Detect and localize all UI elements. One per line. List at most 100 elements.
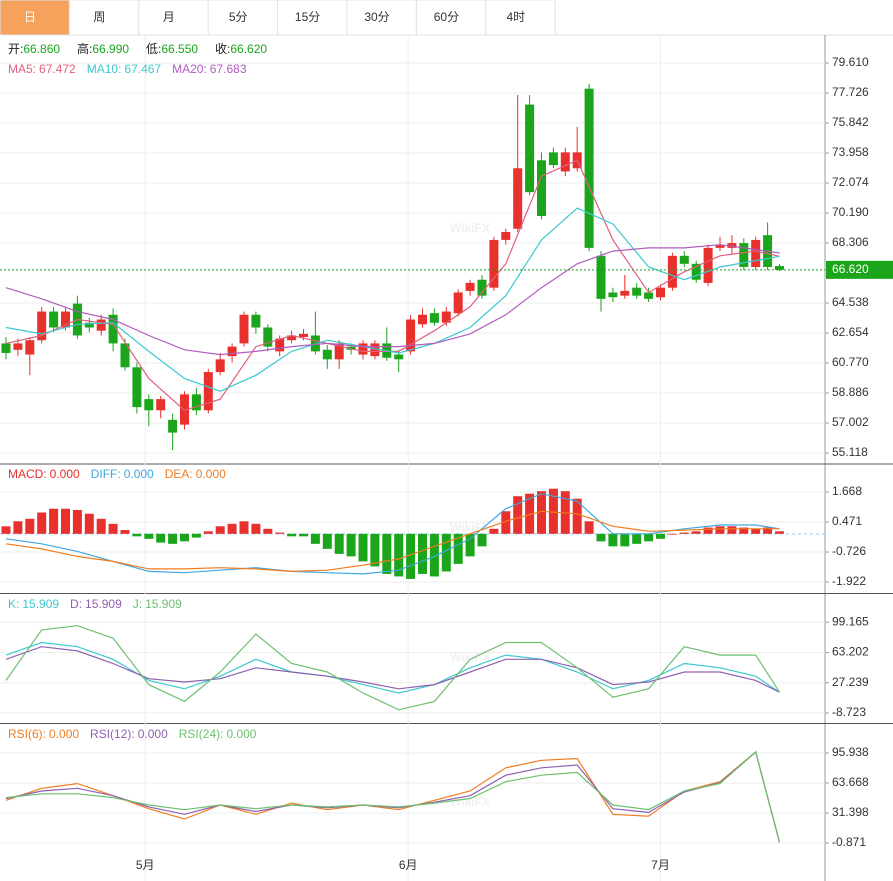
- legend-value: 67.472: [39, 62, 76, 76]
- legend-entry: MA20: 67.683: [172, 62, 247, 76]
- candle-body: [132, 367, 142, 408]
- y-tick-label: 31.398: [832, 805, 869, 819]
- candle-body: [334, 343, 344, 360]
- candle-body: [287, 335, 297, 341]
- tab[interactable]: 4时: [485, 0, 556, 36]
- y-tick-label: 70.190: [832, 205, 869, 219]
- watermark: WikiFX: [450, 221, 490, 235]
- macd-bar: [156, 533, 166, 543]
- legend-label: D:: [70, 597, 82, 611]
- tab[interactable]: 60分: [415, 0, 487, 36]
- macd-bar: [679, 532, 689, 534]
- macd-bar: [703, 527, 713, 534]
- y-tick-label: 57.002: [832, 415, 869, 429]
- ohlc-value: 66.550: [161, 42, 198, 56]
- legend-entry: DIFF: 0.000: [91, 467, 154, 481]
- tab[interactable]: 15分: [277, 0, 348, 36]
- ohlc-value: 66.990: [92, 42, 129, 56]
- candle-body: [322, 349, 332, 360]
- indicator-line: [5, 207, 780, 392]
- macd-bar: [287, 533, 297, 537]
- macd-bar: [299, 533, 308, 537]
- tab[interactable]: 日: [0, 0, 70, 36]
- macd-bar: [667, 533, 677, 535]
- candle-body: [215, 359, 225, 373]
- candle-body: [61, 311, 70, 328]
- candle-body: [227, 346, 237, 357]
- macd-bar: [96, 518, 106, 534]
- y-tick-label: 63.668: [832, 775, 869, 789]
- candle-body: [406, 319, 416, 352]
- tab[interactable]: 月: [138, 0, 209, 36]
- candle-body: [49, 311, 59, 328]
- macd-bar: [608, 533, 618, 547]
- legend-label: DEA:: [165, 467, 193, 481]
- tab-background: [415, 0, 487, 36]
- y-tick-label: 63.202: [832, 645, 869, 659]
- y-tick-label: 68.306: [832, 235, 869, 249]
- legend-label: RSI(24):: [179, 727, 224, 741]
- macd-bar: [513, 496, 523, 534]
- candle-body: [608, 292, 618, 298]
- legend-value: 15.909: [22, 597, 59, 611]
- tab-label: 周: [93, 10, 105, 24]
- candle-body: [727, 243, 737, 248]
- tab[interactable]: 5分: [207, 0, 279, 36]
- macd-bar: [441, 533, 451, 572]
- candle-body: [275, 338, 285, 352]
- candle-body: [13, 343, 23, 350]
- candle-body: [144, 399, 154, 411]
- legend-value: 15.909: [85, 597, 122, 611]
- candle-body: [775, 266, 784, 270]
- macd-bar: [25, 518, 35, 534]
- candle-body: [120, 343, 130, 368]
- tab[interactable]: 周: [68, 0, 140, 36]
- legend-value: 67.467: [124, 62, 161, 76]
- legend-label: RSI(6):: [8, 727, 46, 741]
- candle-body: [715, 244, 725, 248]
- macd-bar: [346, 533, 356, 557]
- macd-bar: [61, 508, 70, 534]
- legend-label: MACD:: [8, 467, 47, 481]
- macd-bar: [13, 521, 23, 534]
- tab-label: 日: [24, 10, 36, 24]
- tab-background: [138, 0, 209, 36]
- macd-bar: [751, 528, 761, 534]
- ohlc-value: 66.620: [230, 42, 267, 56]
- candle-body: [453, 292, 463, 314]
- y-tick-label: 75.842: [832, 115, 869, 129]
- legend-label: RSI(12):: [90, 727, 135, 741]
- indicator-line: [5, 159, 780, 411]
- macd-bar: [84, 513, 94, 534]
- ohlc-label: 开:: [8, 42, 23, 56]
- macd-bar: [334, 533, 344, 554]
- macd-bar: [418, 533, 427, 574]
- ohlc-label: 收:: [215, 42, 230, 56]
- x-tick-label: 5月: [136, 858, 155, 872]
- macd-bar: [584, 521, 594, 534]
- macd-bar: [370, 533, 380, 567]
- macd-bar: [644, 533, 654, 542]
- candle-body: [418, 314, 427, 325]
- candle-body: [84, 322, 94, 328]
- candle-body: [656, 287, 665, 298]
- x-tick-label: 6月: [399, 858, 418, 872]
- indicator-line: [5, 750, 781, 843]
- macd-bar: [191, 533, 201, 538]
- candle-body: [751, 239, 761, 267]
- macd-bar: [537, 491, 546, 534]
- candle-body: [239, 314, 249, 344]
- legend-entry: RSI(6): 0.000: [8, 727, 79, 741]
- macd-bar: [49, 508, 59, 534]
- y-tick-label: -0.726: [832, 544, 866, 558]
- tab-label: 60分: [434, 10, 459, 24]
- legend-entry: RSI(12): 0.000: [90, 727, 168, 741]
- macd-bar: [775, 531, 784, 534]
- macd-bar: [477, 533, 487, 547]
- legend-entry: RSI(24): 0.000: [179, 727, 257, 741]
- ohlc-entry: 低:66.550: [146, 42, 198, 56]
- y-tick-label: 77.726: [832, 85, 869, 99]
- tab[interactable]: 30分: [346, 0, 417, 36]
